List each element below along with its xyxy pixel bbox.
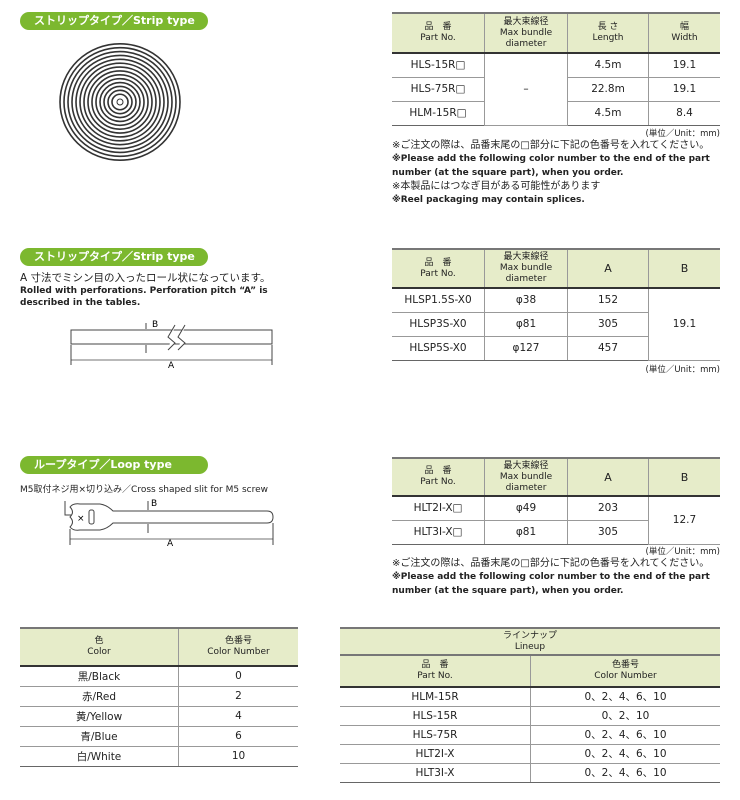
table-row: 黒/Black 0 [20,666,298,687]
coil-ring [103,85,137,119]
table-row: HLT3I-X□ φ81 305 [392,520,720,545]
table-row: 青/Blue 6 [20,726,298,747]
coil-ring [83,66,157,138]
loop-description: M5取付ネジ用×切り込み／Cross shaped slit for M5 sc… [20,485,269,495]
table-row: HLS-75R 0、2、4、6、10 [340,725,720,745]
table-row: HLSP5S-X0 φ127 457 [392,336,720,361]
loop-type-label: ループタイプ／Loop type [20,456,208,474]
table-row: HLS-15R 0、2、10 [340,706,720,726]
table-row: HLSP1.5S-X0 φ38 152 19.1 [392,288,720,361]
loop-spec-table: 品 番 Part No. 最大束線径 Max bundle diameter A B… [392,457,720,545]
unit-note: (単位／Unit：mm) [645,365,721,375]
color-table: 色 Color 色番号 Color Number 黒/Black 0 赤/Red 2 黄… [20,627,298,767]
table-row: 赤/Red 2 [20,686,298,707]
table-row: HLM-15R 0、2、4、6、10 [340,687,720,707]
table-row: 黄/Yellow 4 [20,706,298,727]
table-row: HLT2I-X 0、2、4、6、10 [340,744,720,764]
col-header: 品 番 Part No. [392,12,485,54]
table-row: HLM-15R□ 4.5m 8.4 [392,101,720,126]
table-row: HLT3I-X 0、2、4、6、10 [340,763,720,783]
svg-text:B: B [152,320,158,330]
unit-note: (単位／Unit：mm) [645,129,721,139]
coil-ring [59,42,181,162]
svg-text:B: B [151,499,157,509]
strip-type-label: ストリップタイプ／Strip type [20,12,208,30]
svg-text:×: × [77,514,85,524]
strip-type-label-2: ストリップタイプ／Strip type [20,248,208,266]
table-row: HLS-15R□ –4.5m 19.1 [392,53,720,126]
table-row: HLSP3S-X0 φ81 305 [392,312,720,337]
table-row: 白/White 10 [20,746,298,767]
unit-note: (単位／Unit：mm) [645,547,721,557]
table-row: HLT2I-X□ φ49 203 12.7 [392,496,720,545]
svg-text:A: A [168,361,175,370]
description-jp: A 寸法でミシン目の入ったロール状になっています。 [20,272,271,284]
coil-image [59,42,181,162]
coil-ring [99,81,141,123]
coil-ring [107,89,133,115]
table-row: HLS-75R□ 22.8m 19.1 [392,77,720,102]
coil-ring [95,77,145,127]
coil-ring [91,74,149,130]
perforated-strip-table: 品 番 Part No. 最大束線径 Max bundle diameter A B… [392,248,720,361]
strip-diagram: B A [70,320,273,370]
col-header: 幅 Width [648,12,720,54]
svg-text:A: A [167,539,174,549]
coil-ring [87,70,153,134]
coil-ring [79,62,161,142]
coil-ring [75,58,165,146]
coil-ring [71,54,169,150]
order-notes: ※ご注文の際は、品番末尾の□部分に下記の色番号を入れてください。 ※Please… [392,140,710,205]
loop-diagram: × B A [64,499,274,549]
strip-spec-table: 品 番 Part No. 最大束線径 Max bundle diameter 長 さ… [392,12,720,126]
description-en: Rolled with perforations. Perforation pi… [20,286,268,308]
order-notes-2: ※ご注文の際は、品番末尾の□部分に下記の色番号を入れてください。 ※Please… [392,558,710,596]
coil-ring [67,50,173,154]
lineup-table: ラインナップ Lineup 品 番 Part No. 色番号 Color Number… [340,627,720,783]
coil-ring [111,93,129,111]
coil-ring [63,46,177,158]
col-header: 長 さ Length [567,12,649,54]
col-header: 最大束線径 Max bundle diameter [484,12,568,54]
